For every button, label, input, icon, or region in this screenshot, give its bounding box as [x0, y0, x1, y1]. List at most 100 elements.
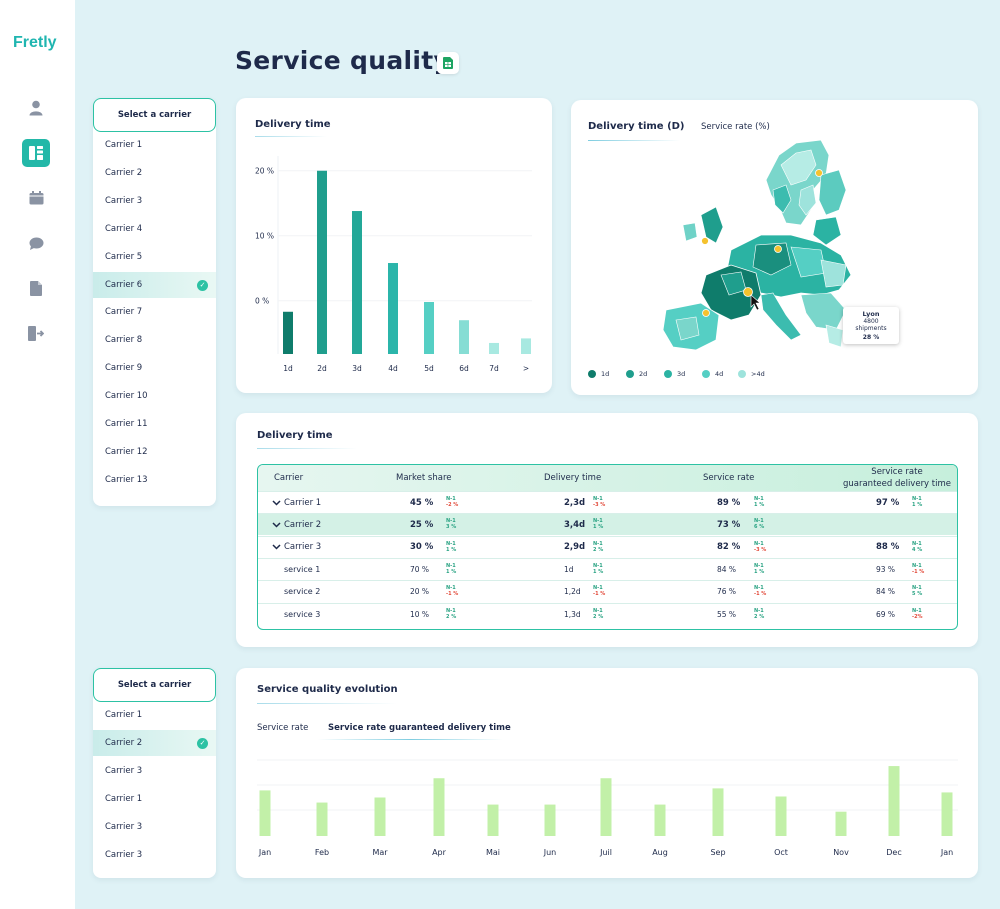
bar-Juil[interactable]: [600, 778, 612, 836]
chevron-down-icon[interactable]: [272, 514, 281, 535]
chevron-down-icon[interactable]: [272, 492, 281, 513]
bar-Dec[interactable]: [888, 766, 900, 836]
n1-label: N-1: [754, 518, 764, 525]
n1-value: -2 %: [446, 502, 459, 508]
legend-label: 1d: [601, 370, 610, 378]
check-icon: ✓: [197, 279, 208, 291]
document-icon[interactable]: [22, 274, 50, 302]
evolution-tab-guaranteed[interactable]: Service rate guaranteed delivery time: [328, 723, 511, 733]
carrier-option-label: Carrier 10: [105, 391, 148, 402]
check-icon: ✓: [197, 737, 208, 749]
table-row[interactable]: Carrier 2 25 % N-1 3 % 3,4d N-1 1 % 73 % N-1 6 %: [258, 513, 957, 536]
n1-label: N-1: [593, 607, 603, 614]
map-tab-service-rate[interactable]: Service rate (%): [701, 122, 770, 132]
carrier-option-label: Carrier 2: [105, 167, 143, 178]
carrier-option[interactable]: Carrier 1: [93, 786, 216, 812]
col-market-share[interactable]: Market share: [396, 473, 452, 483]
bar-3d[interactable]: [352, 211, 362, 354]
bar-Jun[interactable]: [544, 804, 556, 836]
carrier-option[interactable]: Carrier 3: [93, 842, 216, 868]
bar-4d[interactable]: [388, 263, 398, 354]
carrier-option[interactable]: Carrier 3: [93, 758, 216, 784]
bar-Oct[interactable]: [775, 796, 787, 836]
carrier-option[interactable]: Carrier 7: [93, 299, 216, 325]
carrier-option-label: Carrier 7: [105, 307, 143, 318]
export-sheet-button[interactable]: [437, 52, 459, 74]
carrier-selector-header[interactable]: Select a carrier: [93, 668, 216, 702]
n1-badge: N-1 2 %: [593, 541, 603, 553]
carrier-option[interactable]: Carrier 8: [93, 327, 216, 353]
bar-2d[interactable]: [317, 170, 327, 354]
bar->[interactable]: [521, 338, 531, 354]
table-row[interactable]: service 1 70 % N-1 1 % 1d N-1 1 % 84 % N-1 1 % 93 …: [258, 557, 957, 580]
carrier-option[interactable]: Carrier 3: [93, 814, 216, 840]
col-service-rate[interactable]: Service rate: [703, 473, 755, 483]
carrier-option[interactable]: Carrier 4: [93, 216, 216, 242]
user-icon[interactable]: [22, 94, 50, 122]
n1-badge: N-1 2 %: [754, 608, 764, 620]
legend-label: 4d: [715, 370, 724, 378]
cell-sr: 84 %: [717, 564, 737, 574]
table-row[interactable]: Carrier 3 30 % N-1 1 % 2,9d N-1 2 % 82 % N-1 -3 %…: [258, 535, 957, 558]
bar-Mar[interactable]: [374, 797, 386, 836]
bar-Feb[interactable]: [316, 802, 328, 836]
carrier-option[interactable]: Carrier 2: [93, 160, 216, 186]
bar-Jan[interactable]: [941, 792, 953, 836]
n1-label: N-1: [754, 496, 764, 502]
n1-badge: N-1 -1 %: [754, 585, 766, 597]
dashboard-icon[interactable]: [22, 139, 50, 167]
app-logo[interactable]: Fretly: [13, 34, 57, 51]
bar-Mai[interactable]: [487, 804, 499, 836]
carrier-option-label: Carrier 3: [105, 195, 143, 206]
chat-icon[interactable]: [22, 229, 50, 257]
bar-Sep[interactable]: [712, 788, 724, 836]
spreadsheet-icon: [443, 57, 453, 69]
bar-Nov[interactable]: [835, 811, 847, 836]
month-label: Oct: [774, 848, 788, 857]
month-label: Jan: [258, 848, 271, 857]
bar-Apr[interactable]: [433, 778, 445, 836]
carrier-option-label: Carrier 1: [105, 710, 143, 720]
carrier-option[interactable]: Carrier 10: [93, 383, 216, 409]
bar-5d[interactable]: [424, 302, 434, 354]
table-row[interactable]: service 3 10 % N-1 2 % 1,3d N-1 2 % 55 % N-1 2 % 6…: [258, 602, 957, 625]
carrier-option[interactable]: Carrier 6 ✓: [93, 271, 216, 298]
row-carrier-name: Carrier 1: [284, 497, 322, 508]
carrier-option[interactable]: Carrier 13: [93, 467, 216, 493]
delivery-map-card: Delivery time (D) Service rate (%): [571, 100, 978, 395]
logout-icon[interactable]: [22, 319, 50, 347]
col-delivery-time[interactable]: Delivery time: [544, 473, 602, 483]
carrier-option[interactable]: Carrier 11: [93, 411, 216, 437]
carrier-option[interactable]: Carrier 5: [93, 244, 216, 270]
legend-label: 2d: [639, 370, 648, 378]
carrier-option-label: Carrier 1: [105, 140, 143, 150]
col-carrier[interactable]: Carrier: [274, 473, 304, 483]
chevron-down-icon[interactable]: [272, 537, 281, 558]
carrier-option[interactable]: Carrier 9: [93, 355, 216, 381]
bar-7d[interactable]: [489, 342, 499, 354]
evolution-tab-service-rate[interactable]: Service rate: [257, 723, 309, 733]
n1-label: N-1: [593, 540, 603, 547]
carrier-option[interactable]: Carrier 12: [93, 439, 216, 465]
n1-value: 4 %: [912, 546, 923, 553]
map-tab-delivery-time[interactable]: Delivery time (D): [588, 121, 685, 132]
carrier-selector-header[interactable]: Select a carrier: [93, 98, 216, 132]
carrier-option[interactable]: Carrier 3: [93, 188, 216, 214]
carrier-option[interactable]: Carrier 1: [93, 132, 216, 158]
carrier-option-label: Carrier 13: [105, 474, 148, 485]
carrier-option-label: Carrier 9: [105, 363, 143, 374]
n1-label: N-1: [593, 585, 603, 592]
carrier-option[interactable]: Carrier 1: [93, 702, 216, 728]
col-service-rate-guaranteed[interactable]: Service rate guaranteed delivery time: [840, 466, 954, 490]
bar-1d[interactable]: [283, 311, 293, 354]
calendar-icon[interactable]: [22, 184, 50, 212]
page-title: Service quality: [235, 46, 451, 75]
carrier-option[interactable]: Carrier 2 ✓: [93, 729, 216, 756]
bar-6d[interactable]: [459, 320, 469, 354]
n1-label: N-1: [754, 540, 764, 547]
bar-Aug[interactable]: [654, 804, 666, 836]
n1-badge: N-1 1 %: [593, 563, 603, 575]
table-row[interactable]: Carrier 1 45 % N-1 -2 % 2,3d N-1 -3 % 89 % N-1 1 …: [258, 491, 957, 513]
table-row[interactable]: service 2 20 % N-1 -1 % 1,2d N-1 -1 % 76 % N-1 -1…: [258, 580, 957, 602]
bar-Jan[interactable]: [259, 790, 271, 836]
